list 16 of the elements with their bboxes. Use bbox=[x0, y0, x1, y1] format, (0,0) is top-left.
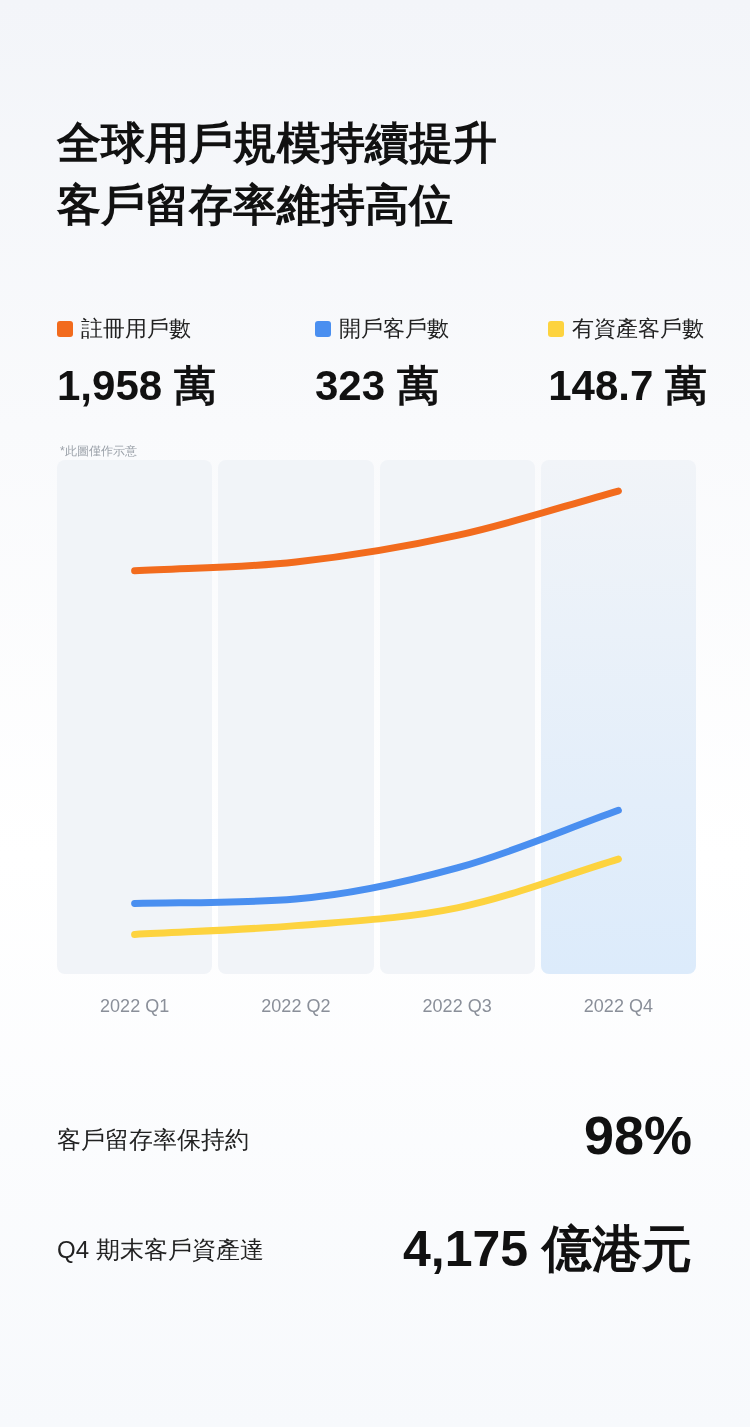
x-tick-label: 2022 Q3 bbox=[422, 996, 492, 1017]
text: 4,175 億港元 bbox=[402, 1220, 692, 1279]
text: Q4 期末客戶資產達 bbox=[57, 1235, 264, 1265]
legend-label: 註冊用戶數 bbox=[81, 315, 191, 343]
chart-title: 全球用戶規模持續提升客戶留存率維持高位 bbox=[57, 117, 498, 231]
text: 323 萬 bbox=[315, 361, 440, 411]
x-tick-label: 2022 Q1 bbox=[100, 996, 170, 1017]
text: *此圖僅作示意 bbox=[60, 443, 137, 460]
x-tick-label: 2022 Q2 bbox=[261, 996, 331, 1017]
x-tick-label: 2022 Q4 bbox=[583, 996, 653, 1017]
text: 1,958 萬 bbox=[57, 361, 216, 411]
legend-label: 有資產客戶數 bbox=[572, 315, 705, 343]
text: 148.7 萬 bbox=[548, 361, 707, 411]
text: 98% bbox=[583, 1104, 692, 1166]
legend-label: 開戶客戶數 bbox=[339, 315, 449, 343]
text: 客戶留存率保持約 bbox=[57, 1125, 249, 1155]
